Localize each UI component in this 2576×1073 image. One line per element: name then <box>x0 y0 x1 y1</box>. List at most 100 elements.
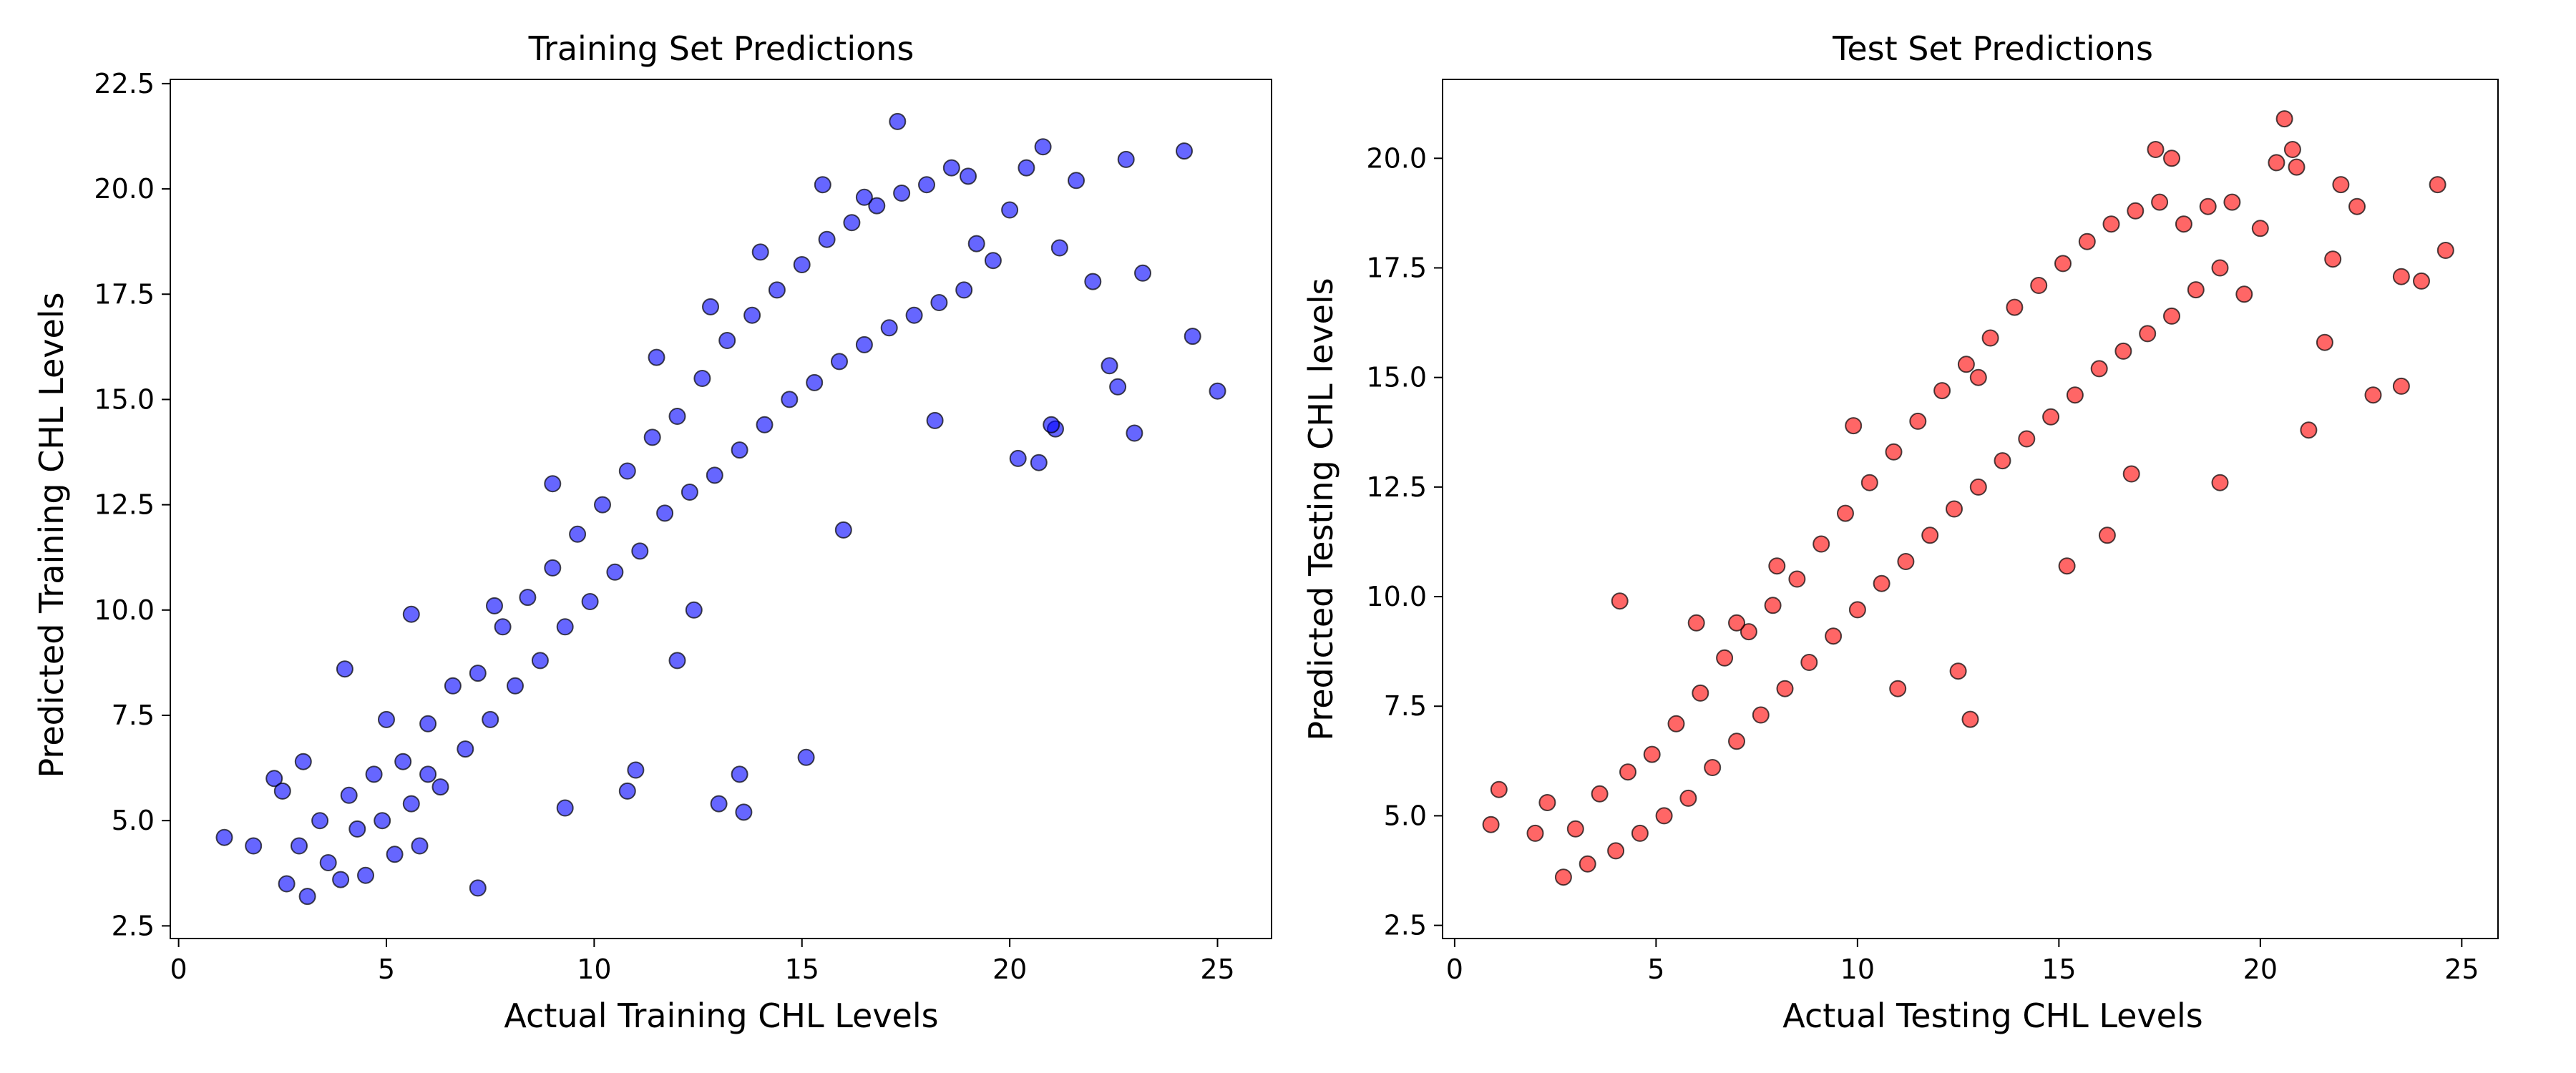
test-data-point <box>1909 412 1927 430</box>
test-data-point <box>2114 342 2132 360</box>
test-data-point <box>2030 277 2048 294</box>
training-x-tick-label: 25 <box>1200 954 1234 985</box>
training-data-point <box>469 879 487 897</box>
training-data-point <box>702 298 719 315</box>
test-data-point <box>1704 759 1722 776</box>
training-scatter-points <box>215 112 1226 906</box>
training-data-point <box>680 484 698 501</box>
test-data-point <box>1969 368 1987 386</box>
training-data-point <box>1209 382 1226 400</box>
test-data-point <box>2006 298 2024 316</box>
training-data-point <box>556 799 574 817</box>
test-data-point <box>1889 680 1907 697</box>
training-data-point <box>668 408 686 425</box>
training-data-point <box>751 243 769 261</box>
training-data-point <box>581 593 599 610</box>
training-data-point <box>394 753 412 770</box>
test-data-point <box>1897 553 1915 570</box>
training-x-tick-label: 20 <box>992 954 1027 985</box>
training-data-point <box>544 559 562 577</box>
training-data-point <box>374 812 391 830</box>
test-data-point <box>1800 654 1818 671</box>
test-data-point <box>2324 250 2342 268</box>
test-data-point <box>2392 268 2410 285</box>
training-data-point <box>643 428 661 446</box>
test-data-point <box>1490 780 1508 798</box>
training-data-point <box>291 837 308 855</box>
training-y-tick-label: 2.5 <box>112 910 155 941</box>
test-data-point <box>1848 601 1866 619</box>
training-data-point <box>926 411 944 429</box>
test-data-point <box>1692 684 1709 702</box>
training-data-point <box>718 332 736 349</box>
test-data-point <box>2102 215 2120 233</box>
test-data-point <box>1921 526 1939 544</box>
test-data-point <box>1619 763 1636 781</box>
test-y-tick-label: 5.0 <box>1384 800 1427 831</box>
test-data-point <box>2316 333 2333 351</box>
training-data-point <box>781 391 799 408</box>
test-data-point <box>2332 176 2350 194</box>
test-data-point <box>2211 474 2229 491</box>
test-data-point <box>1611 592 1629 610</box>
test-data-point <box>1607 842 1625 860</box>
training-data-point <box>735 803 753 821</box>
test-data-point <box>2211 259 2229 277</box>
training-data-point <box>1030 454 1048 471</box>
training-data-point <box>215 828 233 846</box>
training-data-point <box>378 710 395 728</box>
training-data-point <box>618 462 636 480</box>
test-y-tick-label: 7.5 <box>1384 690 1427 722</box>
test-data-point <box>2163 150 2180 167</box>
test-data-point <box>1825 627 1843 645</box>
training-x-ticks: 0 5 10 15 20 25 <box>170 939 1235 985</box>
test-y-tick-label: 20.0 <box>1366 142 1427 174</box>
test-data-point <box>1526 824 1544 842</box>
training-data-point <box>348 820 366 838</box>
test-data-point <box>2235 285 2253 303</box>
test-data-point <box>1667 715 1685 733</box>
test-data-point <box>2268 154 2285 172</box>
test-scatter-points <box>1482 110 2454 886</box>
training-data-point <box>411 837 429 855</box>
training-data-point <box>531 652 549 670</box>
training-data-point <box>319 854 337 871</box>
test-data-point <box>1969 478 1987 496</box>
test-x-tick-label: 5 <box>1647 954 1664 985</box>
training-data-point <box>814 176 831 194</box>
test-data-point <box>2251 220 2269 237</box>
training-data-point <box>265 770 283 788</box>
test-data-point <box>1740 623 1757 641</box>
test-data-point <box>1768 557 1786 575</box>
training-data-point <box>1034 138 1052 156</box>
training-y-tick-label: 10.0 <box>94 594 155 626</box>
test-data-point <box>1994 452 2011 470</box>
test-data-point <box>2147 141 2165 158</box>
training-data-point <box>930 294 948 311</box>
training-data-point <box>1084 273 1102 290</box>
training-data-point <box>357 866 374 884</box>
training-data-point <box>1009 449 1027 467</box>
test-data-point <box>1933 382 1951 400</box>
training-data-point <box>889 112 907 130</box>
training-data-point <box>834 521 852 539</box>
test-subplot: Test Set Predictions Actual Testing CHL … <box>1302 29 2499 1035</box>
training-data-point <box>806 373 824 391</box>
test-data-point <box>1728 733 1745 750</box>
test-x-tick-label: 10 <box>1840 954 1875 985</box>
test-data-point <box>2436 242 2454 259</box>
test-x-tick-label: 25 <box>2444 954 2479 985</box>
training-data-point <box>273 782 291 800</box>
test-data-point <box>1837 504 1854 522</box>
test-data-point <box>2288 158 2306 176</box>
training-subplot: Training Set Predictions Actual Training… <box>32 29 1272 1035</box>
test-x-tick-label: 20 <box>2243 954 2278 985</box>
test-data-point <box>1716 649 1734 667</box>
training-data-point <box>1068 172 1085 190</box>
test-data-point <box>2054 255 2072 273</box>
training-data-point <box>494 618 512 636</box>
test-data-point <box>1845 417 1863 435</box>
test-data-point <box>1679 789 1697 807</box>
training-data-point <box>486 597 503 614</box>
test-y-tick-label: 12.5 <box>1366 471 1427 503</box>
